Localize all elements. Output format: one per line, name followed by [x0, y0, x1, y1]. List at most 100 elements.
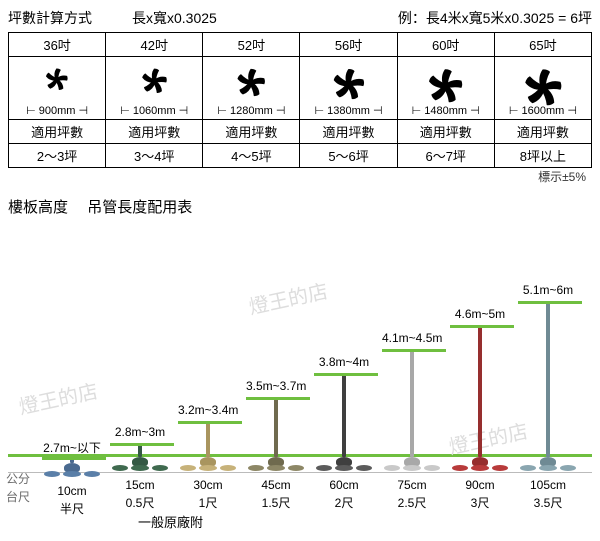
tolerance-note: 標示±5% — [538, 168, 586, 185]
blade-icon — [520, 462, 576, 472]
suit-value: 5～6坪 — [300, 144, 397, 168]
suit-label: 適用坪數 — [300, 120, 397, 144]
downrod-chi: 2尺 — [314, 494, 374, 511]
suit-value: 8坪以上 — [494, 144, 591, 168]
fan-diagram-cell: ⊢ 1060mm ⊣ — [106, 57, 203, 120]
fan-column: 3.5m~3.7m 45cm 1.5尺 — [246, 397, 306, 493]
ceiling-height-label: 5.1m~6m — [518, 283, 578, 297]
blade-icon — [44, 468, 100, 478]
downrod-chi: 3.5尺 — [518, 494, 578, 511]
downrod-chi: 0.5尺 — [110, 494, 170, 511]
suit-value: 3～4坪 — [106, 144, 203, 168]
step-line — [110, 443, 174, 446]
blade-icon — [384, 462, 440, 472]
downrod-cm: 10cm — [42, 484, 102, 498]
fan-diagram-cell: ⊢ 1280mm ⊣ — [203, 57, 300, 120]
downrod-chi: 1尺 — [178, 494, 238, 511]
suit-value: 2～3坪 — [9, 144, 106, 168]
blade-icon — [180, 462, 236, 472]
fan-width-label: ⊢ 1060mm ⊣ — [106, 104, 202, 117]
ceiling-height-label: 4.1m~4.5m — [382, 331, 442, 345]
downrod-chart: 公分 台尺 一般原廠附 燈王的店 燈王的店 燈王的店 2.7m~以下 10cm … — [8, 223, 592, 533]
chart-title-2: 吊管長度配用表 — [87, 199, 192, 216]
formula-example: 例：長4米x寬5米x0.3025 = 6坪 — [398, 8, 592, 28]
fan-column: 2.8m~3m 15cm 0.5尺 — [110, 443, 170, 493]
formula-text: 長x寬x0.3025 — [132, 8, 217, 28]
step-line — [178, 421, 242, 424]
fan-blade-icon — [133, 67, 175, 109]
watermark: 燈王的店 — [16, 375, 100, 420]
suit-label: 適用坪數 — [494, 120, 591, 144]
fan-blade-icon — [425, 67, 467, 109]
step-line — [246, 397, 310, 400]
fan-diagram-cell: ⊢ 1600mm ⊣ — [494, 57, 591, 120]
downrod-chi: 1.5尺 — [246, 494, 306, 511]
formula-label: 坪數計算方式 — [8, 8, 92, 28]
fan-width-label: ⊢ 1380mm ⊣ — [300, 104, 396, 117]
downrod-cm: 15cm — [110, 478, 170, 492]
size-header: 42吋 — [106, 33, 203, 57]
fan-blade-icon — [36, 67, 78, 109]
watermark: 燈王的店 — [246, 275, 330, 320]
ceiling-height-label: 3.2m~3.4m — [178, 403, 238, 417]
fan-column: 2.7m~以下 10cm 半尺 — [42, 457, 102, 493]
fan-width-label: ⊢ 900mm ⊣ — [9, 104, 105, 117]
fan-width-label: ⊢ 1600mm ⊣ — [495, 104, 591, 117]
suit-label: 適用坪數 — [203, 120, 300, 144]
fan-width-label: ⊢ 1480mm ⊣ — [398, 104, 494, 117]
fan-size-table: 36吋42吋52吋56吋60吋65吋 ⊢ 900mm ⊣ ⊢ 1060mm ⊣ … — [8, 32, 592, 168]
fan-column: 3.8m~4m 60cm 2尺 — [314, 373, 374, 493]
fan-column: 3.2m~3.4m 30cm 1尺 — [178, 421, 238, 493]
suit-label: 適用坪數 — [9, 120, 106, 144]
oem-footnote: 一般原廠附 — [138, 512, 203, 531]
downrod — [342, 373, 346, 457]
fan-diagram-cell: ⊢ 1480mm ⊣ — [397, 57, 494, 120]
downrod-chi: 半尺 — [42, 500, 102, 517]
downrod-cm: 60cm — [314, 478, 374, 492]
downrod — [274, 397, 278, 457]
downrod-cm: 45cm — [246, 478, 306, 492]
step-line — [450, 325, 514, 328]
downrod-cm: 90cm — [450, 478, 510, 492]
blade-icon — [112, 462, 168, 472]
downrod-cm: 30cm — [178, 478, 238, 492]
suit-value: 6～7坪 — [397, 144, 494, 168]
fan-diagram-cell: ⊢ 900mm ⊣ — [9, 57, 106, 120]
axis-chi: 台尺 — [6, 488, 30, 505]
size-header: 56吋 — [300, 33, 397, 57]
axis-cm: 公分 — [6, 470, 30, 487]
step-line — [314, 373, 378, 376]
suit-label: 適用坪數 — [397, 120, 494, 144]
ceiling-height-label: 2.7m~以下 — [42, 439, 102, 456]
suit-label: 適用坪數 — [106, 120, 203, 144]
ceiling-height-label: 3.5m~3.7m — [246, 379, 306, 393]
step-line — [518, 301, 582, 304]
downrod-chi: 2.5尺 — [382, 494, 442, 511]
step-line — [42, 457, 106, 460]
blade-icon — [248, 462, 304, 472]
ceiling-height-label: 4.6m~5m — [450, 307, 510, 321]
size-header: 52吋 — [203, 33, 300, 57]
fan-width-label: ⊢ 1280mm ⊣ — [203, 104, 299, 117]
downrod-chi: 3尺 — [450, 494, 510, 511]
fan-column: 4.6m~5m 90cm 3尺 — [450, 325, 510, 493]
size-header: 65吋 — [494, 33, 591, 57]
downrod — [410, 349, 414, 457]
downrod-cm: 105cm — [518, 478, 578, 492]
fan-column: 4.1m~4.5m 75cm 2.5尺 — [382, 349, 442, 493]
fan-column: 5.1m~6m 105cm 3.5尺 — [518, 301, 578, 493]
blade-icon — [452, 462, 508, 472]
chart-title: 樓板高度 吊管長度配用表 — [8, 196, 592, 217]
downrod — [478, 325, 482, 457]
formula-header: 坪數計算方式 長x寬x0.3025 例：長4米x寬5米x0.3025 = 6坪 — [8, 8, 592, 28]
size-header: 36吋 — [9, 33, 106, 57]
ceiling-height-label: 2.8m~3m — [110, 425, 170, 439]
fan-diagram-cell: ⊢ 1380mm ⊣ — [300, 57, 397, 120]
chart-title-1: 樓板高度 — [8, 199, 68, 216]
suit-value: 4～5坪 — [203, 144, 300, 168]
fan-blade-icon — [230, 67, 272, 109]
downrod — [546, 301, 550, 457]
step-line — [382, 349, 446, 352]
downrod-cm: 75cm — [382, 478, 442, 492]
size-header: 60吋 — [397, 33, 494, 57]
